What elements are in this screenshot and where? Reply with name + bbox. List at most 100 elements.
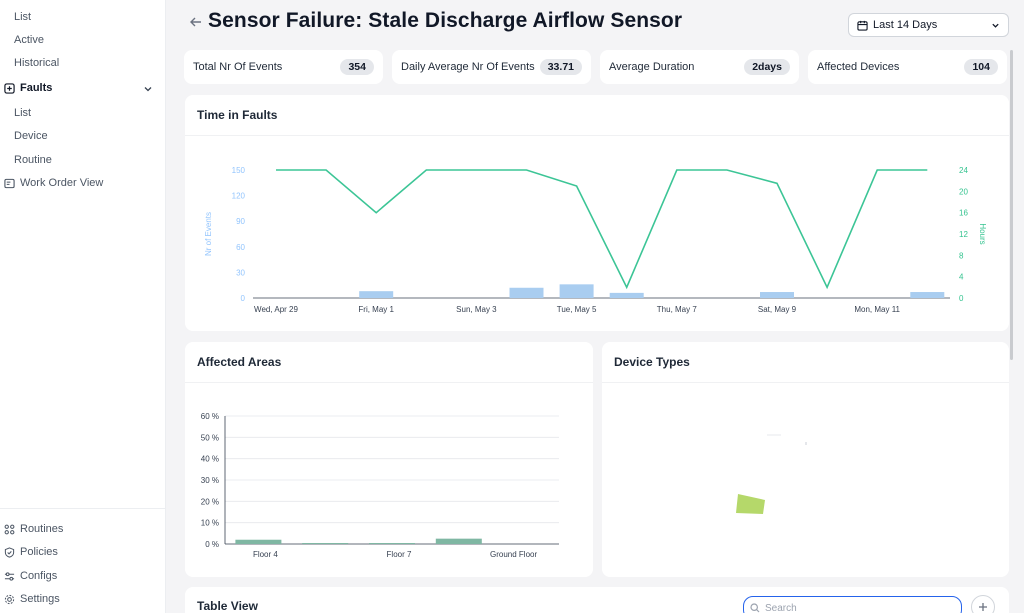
table-title: Table View [197,599,258,613]
stat-label: Average Duration [609,61,695,73]
stat-affected-devices: Affected Devices 104 [808,50,1007,84]
plus-icon [979,603,987,611]
x-tick-label: Sat, May 9 [758,305,797,314]
y-tick-label: 60 [236,243,245,252]
stat-label: Daily Average Nr Of Events [401,61,535,73]
y2-tick-label: 16 [959,209,968,218]
y-tick-label: 0 [241,294,246,303]
sidebar-item-faults-label: Faults [20,82,53,94]
sliders-icon [4,571,15,581]
stat-value-badge: 104 [964,59,998,75]
device-types-chart [736,434,807,514]
x-tick-label: Sun, May 3 [456,305,497,314]
stat-label: Total Nr Of Events [193,61,283,73]
sidebar-item-active[interactable]: Active [14,34,44,46]
sidebar-item-work-order-label: Work Order View [20,177,104,189]
chevron-down-icon[interactable] [143,84,153,94]
pie-slice[interactable] [805,442,807,445]
stat-value-badge: 2days [744,59,790,75]
stat-total-events: Total Nr Of Events 354 [184,50,383,84]
sidebar-item-configs-label: Configs [20,570,58,582]
date-range-value: Last 14 Days [873,19,938,31]
add-button[interactable] [971,595,995,613]
sidebar-divider [0,508,165,509]
stat-label: Affected Devices [817,61,900,73]
bar-mark [369,543,415,544]
sidebar-item-faults[interactable]: Faults [4,82,52,94]
work-order-icon [4,178,15,188]
y-tick-label: 20 % [201,497,219,506]
sidebar-item-device[interactable]: Device [14,130,48,142]
pie-slice[interactable] [736,494,765,514]
sidebar-item-faults-list[interactable]: List [14,107,32,119]
stat-average-duration: Average Duration 2days [600,50,799,84]
sidebar-item-work-order-view[interactable]: Work Order View [4,177,103,189]
device-types-card: Device Types [602,342,1009,577]
affected-areas-chart: 0 % 10 % 20 % 30 % 40 % 50 % 60 % Floor 4 Floor … [201,412,559,559]
x-tick-label: Fri, May 1 [358,305,394,314]
y-tick-label: 150 [232,166,246,175]
y-tick-label: 50 % [201,433,219,442]
search-icon [750,603,760,613]
x-tick-label: Wed, Apr 29 [254,305,298,314]
x-tick-label: Floor 7 [387,550,412,559]
stat-daily-average: Daily Average Nr Of Events 33.71 [392,50,591,84]
sidebar-item-historical[interactable]: Historical [14,57,60,69]
y2-tick-label: 20 [959,187,968,196]
x-tick-label: Tue, May 5 [557,305,597,314]
y2-tick-label: 4 [959,273,964,282]
card-divider [185,135,1009,136]
sidebar-item-policies[interactable]: Policies [4,546,58,558]
y2-tick-label: 12 [959,230,968,239]
time-in-faults-card: Time in Faults 0 30 60 90 120 150 0 4 8 12 16 20 24 N… [185,95,1009,331]
y2-tick-label: 0 [959,294,964,303]
date-range-select[interactable]: Last 14 Days [848,13,1009,37]
x-tick-label: Floor 4 [253,550,278,559]
sidebar-item-routine[interactable]: Routine [14,154,52,166]
y-tick-label: 0 % [205,540,219,549]
sidebar-item-configs[interactable]: Configs [4,570,57,582]
sidebar-item-settings[interactable]: Settings [4,593,60,605]
y-tick-label: 10 % [201,519,219,528]
y-tick-label: 60 % [201,412,219,421]
bar-mark [609,292,644,298]
y2-tick-label: 8 [959,251,964,260]
stat-value-badge: 33.71 [539,59,582,75]
affected-areas-card: Affected Areas 0 % 10 % 20 % 30 % 40 % 50 % 60… [185,342,593,577]
y2-tick-label: 24 [959,166,968,175]
bar-mark [760,292,794,298]
sidebar-item-list[interactable]: List [14,11,32,23]
sidebar-item-routines[interactable]: Routines [4,523,63,535]
table-search-input[interactable]: Search [743,596,962,613]
bar-mark [559,284,594,298]
card-title: Affected Areas [197,355,282,369]
page-title: Sensor Failure: Stale Discharge Airflow … [208,9,683,32]
routines-icon [4,524,15,534]
page-scrollbar[interactable] [1010,50,1013,360]
y-tick-label: 40 % [201,455,219,464]
sidebar-item-routines-label: Routines [20,523,64,535]
y-tick-label: 120 [232,192,246,201]
y-axis-label: Nr of Events [204,212,213,256]
card-divider [185,382,593,383]
back-arrow-icon[interactable] [188,14,204,30]
search-placeholder: Search [765,602,797,613]
bar-mark [910,292,945,298]
time-in-faults-chart: 0 30 60 90 120 150 0 4 8 12 16 20 24 Nr of Events Hour… [204,166,987,314]
x-tick-label: Ground Floor [490,550,537,559]
sidebar-item-policies-label: Policies [20,546,58,558]
y-tick-label: 90 [236,217,245,226]
chevron-down-icon [992,23,999,28]
bar-mark [235,539,282,544]
card-title: Device Types [614,355,690,369]
x-tick-label: Thu, May 7 [657,305,698,314]
bar-mark [509,287,544,298]
bar-mark [359,291,394,298]
bar-mark [435,538,482,544]
sidebar: List Active Historical Faults List Devic… [0,0,166,613]
y-tick-label: 30 [236,268,245,277]
y-tick-label: 30 % [201,476,219,485]
x-tick-label: Mon, May 11 [854,305,900,314]
pie-slice[interactable] [767,434,781,436]
calendar-icon [857,20,868,31]
